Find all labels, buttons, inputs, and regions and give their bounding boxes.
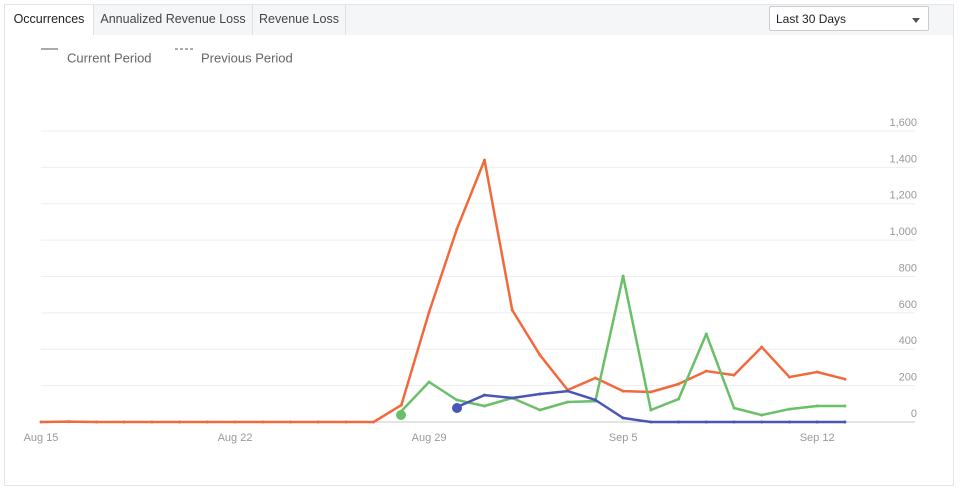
point xyxy=(483,158,487,162)
point xyxy=(316,420,320,424)
panel: Occurrences Annualized Revenue Loss Reve… xyxy=(4,4,954,486)
y-tick-label: 400 xyxy=(899,335,917,347)
point xyxy=(344,420,348,424)
point xyxy=(427,310,431,314)
point xyxy=(704,420,708,424)
point xyxy=(843,404,847,408)
y-tick-label: 1,400 xyxy=(889,153,917,165)
point xyxy=(649,420,653,424)
point xyxy=(455,227,459,231)
point xyxy=(288,420,292,424)
point xyxy=(483,404,487,408)
point xyxy=(760,420,764,424)
legend-label: Current Period xyxy=(67,50,152,65)
point xyxy=(538,392,542,396)
point xyxy=(815,404,819,408)
point xyxy=(205,420,209,424)
x-tick-label: Aug 22 xyxy=(218,432,253,444)
point xyxy=(732,373,736,377)
point xyxy=(122,420,126,424)
point xyxy=(843,420,847,424)
x-tick-label: Sep 5 xyxy=(609,432,638,444)
point xyxy=(593,398,597,402)
point xyxy=(150,420,154,424)
point xyxy=(704,332,708,336)
point xyxy=(843,377,847,381)
x-tick-label: Aug 15 xyxy=(24,432,59,444)
y-tick-label: 800 xyxy=(899,262,917,274)
legend-label: Previous Period xyxy=(201,50,293,65)
tab[interactable]: Annualized Revenue Loss xyxy=(94,5,253,35)
point xyxy=(233,420,237,424)
point xyxy=(787,407,791,411)
y-tick-label: 600 xyxy=(899,299,917,311)
point xyxy=(455,398,459,402)
range-dropdown[interactable]: Last 30 Days xyxy=(769,6,929,31)
x-tick-label: Aug 29 xyxy=(412,432,447,444)
point xyxy=(649,408,653,412)
point xyxy=(787,420,791,424)
point xyxy=(178,420,182,424)
point xyxy=(510,308,514,312)
series-line xyxy=(40,158,846,424)
point xyxy=(787,375,791,379)
point xyxy=(566,400,570,404)
point xyxy=(67,420,71,424)
point xyxy=(621,274,625,278)
series-line xyxy=(400,274,845,417)
point xyxy=(760,413,764,417)
point xyxy=(760,345,764,349)
point xyxy=(649,390,653,394)
point xyxy=(677,420,681,424)
point xyxy=(815,370,819,374)
y-tick-label: 0 xyxy=(911,408,917,420)
point xyxy=(372,420,376,424)
point xyxy=(677,397,681,401)
tab-bar: Occurrences Annualized Revenue Loss Reve… xyxy=(5,5,953,35)
point xyxy=(593,376,597,380)
point xyxy=(621,416,625,420)
point xyxy=(261,420,265,424)
point xyxy=(94,420,98,424)
tab[interactable]: Revenue Loss xyxy=(253,5,346,35)
point xyxy=(427,380,431,384)
point xyxy=(621,389,625,393)
point xyxy=(399,403,403,407)
point xyxy=(39,420,43,424)
point xyxy=(510,396,514,400)
x-tick-label: Sep 12 xyxy=(800,432,835,444)
point xyxy=(538,408,542,412)
tab[interactable]: Occurrences xyxy=(5,5,94,35)
point xyxy=(538,353,542,357)
point xyxy=(483,393,487,397)
bug-icon[interactable] xyxy=(452,403,462,413)
point xyxy=(815,420,819,424)
y-tick-label: 1,200 xyxy=(889,190,917,202)
point xyxy=(566,389,570,393)
point xyxy=(732,406,736,410)
y-tick-label: 1,000 xyxy=(889,226,917,238)
point xyxy=(677,382,681,386)
y-tick-label: 200 xyxy=(899,372,917,384)
point xyxy=(732,420,736,424)
point xyxy=(704,369,708,373)
bug-icon[interactable] xyxy=(396,410,406,420)
y-tick-label: 1,600 xyxy=(889,117,917,129)
